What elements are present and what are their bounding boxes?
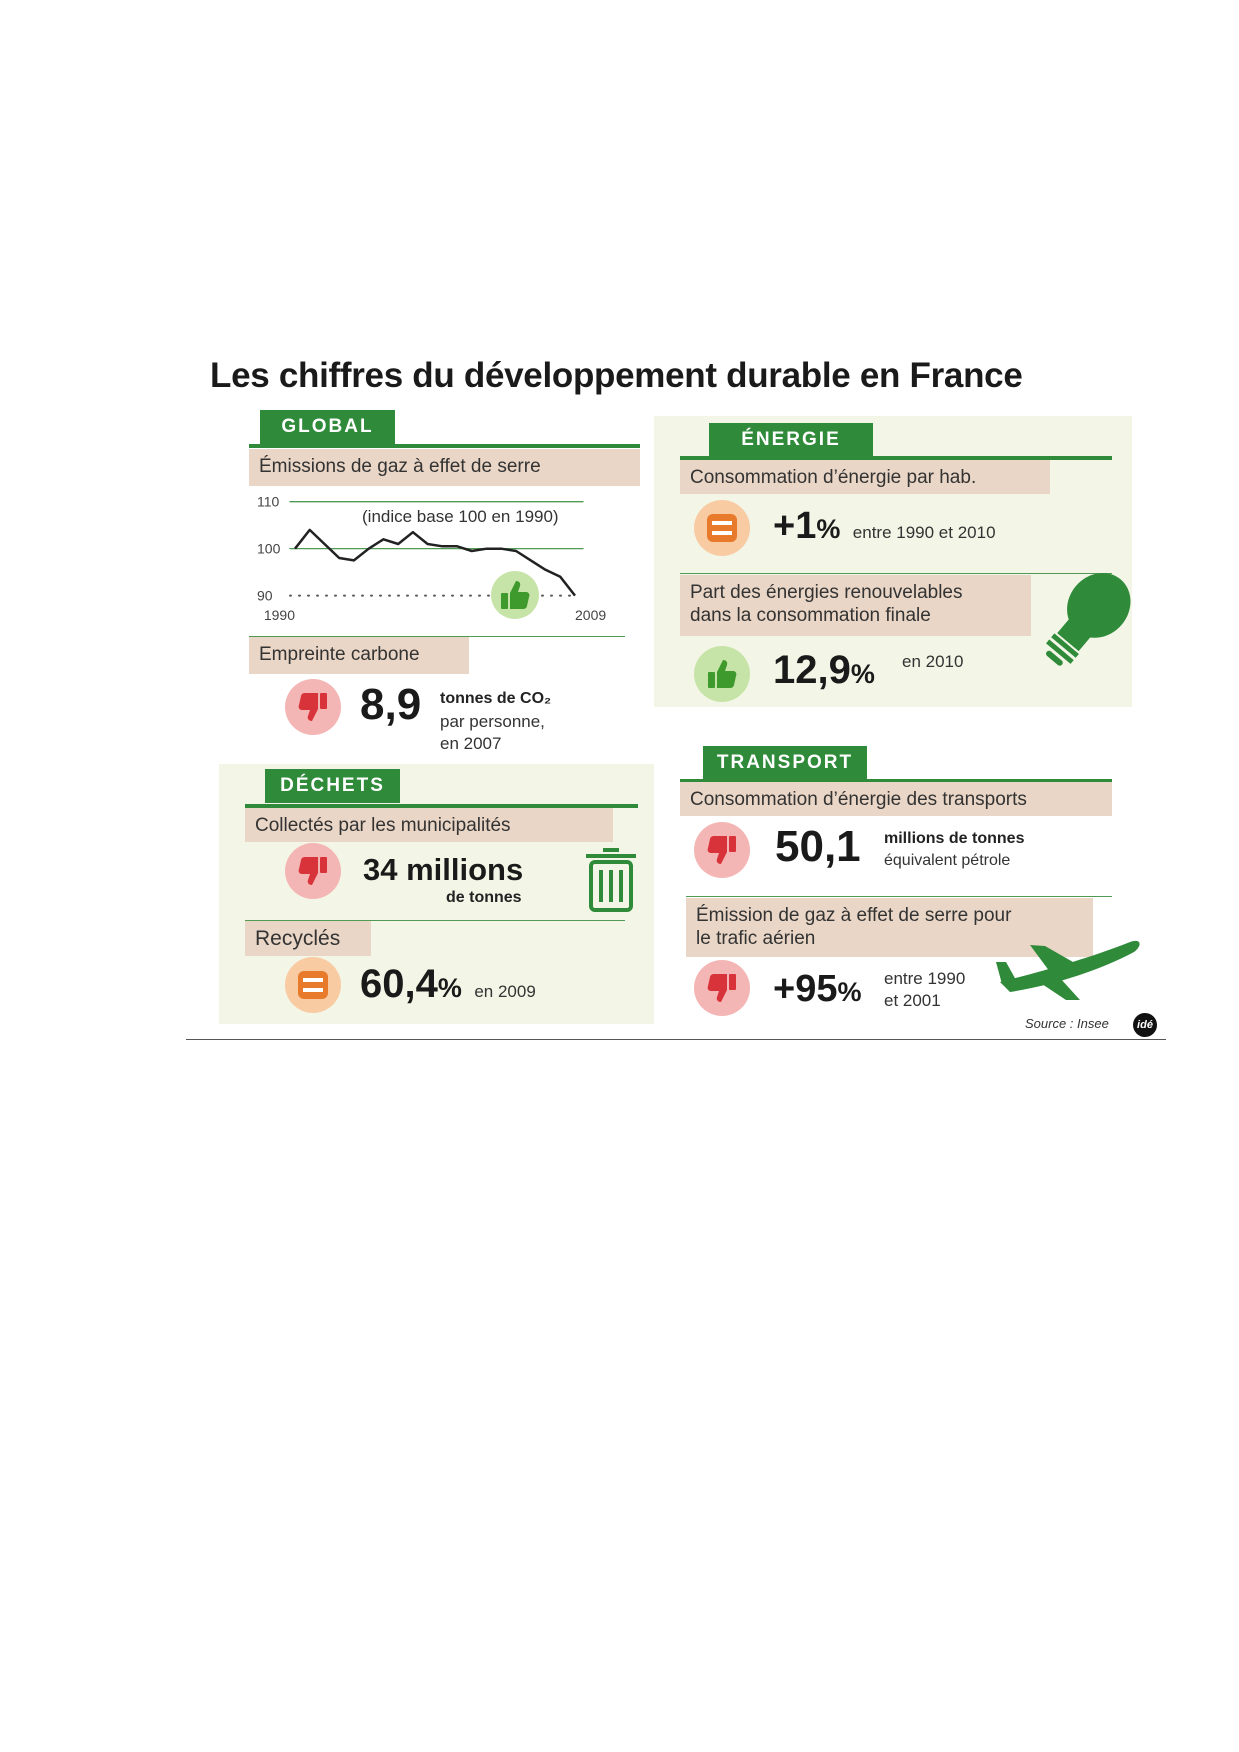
label-band: Recyclés [245, 921, 371, 956]
detail: en 2007 [440, 734, 502, 753]
detail: par personne, [440, 712, 545, 731]
unit: équivalent pétrole [884, 852, 1011, 869]
data-line [294, 528, 576, 597]
big-value: 34 millions [363, 852, 524, 887]
x-tick-label: 1990 [264, 607, 295, 623]
separator [245, 920, 625, 921]
label-line: le trafic aérien [696, 928, 816, 949]
icon-bg [694, 960, 750, 1016]
label-band: Consommation d’énergie par hab. [680, 460, 1050, 494]
detail: et 2001 [884, 991, 941, 1010]
thumb-down-icon [298, 693, 327, 721]
percent: % [837, 977, 862, 1007]
big-value: 50,1 [775, 822, 861, 871]
value-line: +1% entre 1990 et 2010 [773, 505, 996, 548]
section-tab: TRANSPORT [703, 746, 867, 779]
value-line: 60,4% en 2009 [360, 962, 536, 1007]
big-value: +1 [773, 505, 817, 547]
separator [686, 896, 1112, 897]
percent: % [816, 514, 841, 544]
label-band: Part des énergies renouvelables dans la … [680, 575, 1031, 636]
thumb-down-icon [707, 836, 736, 864]
section-rule [680, 779, 1112, 783]
detail: entre 1990 [884, 969, 966, 988]
bottom-rule [186, 1039, 1166, 1040]
label-band: Empreinte carbone [249, 637, 469, 674]
label-band: Émissions de gaz à effet de serre [249, 449, 640, 486]
icon-bg [491, 571, 539, 619]
label-band: Émission de gaz à effet de serre pour le… [686, 898, 1093, 957]
chart-note: (indice base 100 en 1990) [362, 507, 559, 526]
unit: de tonnes [446, 889, 522, 906]
y-tick-label: 90 [257, 588, 273, 604]
thumb-down-icon [707, 974, 736, 1002]
source: Source : Insee [1025, 1016, 1109, 1031]
section-tab: ÉNERGIE [709, 423, 873, 456]
icon-bg [694, 822, 750, 878]
value-line: +95% [773, 968, 861, 1011]
big-value: 60,4 [360, 962, 438, 1006]
section-tab: DÉCHETS [265, 769, 400, 803]
label-line: Émission de gaz à effet de serre pour [696, 905, 1012, 926]
percent: % [437, 973, 462, 1003]
title: Les chiffres du développement durable en… [210, 356, 1023, 395]
detail: entre 1990 et 2010 [852, 523, 996, 542]
detail: en 2010 [902, 652, 964, 671]
big-value: 8,9 [360, 680, 422, 729]
section-rule [249, 444, 640, 448]
unit: tonnes de CO₂ [440, 690, 552, 707]
section-rule [680, 456, 1112, 460]
separator [249, 636, 625, 637]
thumb-up-icon [501, 581, 530, 609]
section-tab: GLOBAL [260, 410, 395, 444]
separator [680, 573, 1112, 574]
icon-bg [285, 679, 341, 735]
label-line: Part des énergies renouvelables [690, 582, 963, 603]
percent: % [850, 659, 875, 689]
y-tick-label: 100 [257, 541, 281, 557]
section-rule [245, 804, 638, 808]
big-value: +95 [773, 968, 838, 1010]
y-tick-label: 110 [257, 494, 280, 510]
label-line: dans la consommation finale [690, 605, 931, 626]
big-value: 12,9 [773, 648, 851, 692]
detail: en 2009 [474, 982, 536, 1001]
label-band: Collectés par les municipalités [245, 808, 613, 842]
logo: idé [1133, 1013, 1157, 1037]
label-band: Consommation d’énergie des transports [680, 782, 1112, 816]
value-line: 12,9% [773, 648, 875, 693]
unit: millions de tonnes [884, 830, 1025, 847]
x-tick-label: 2009 [575, 607, 606, 623]
